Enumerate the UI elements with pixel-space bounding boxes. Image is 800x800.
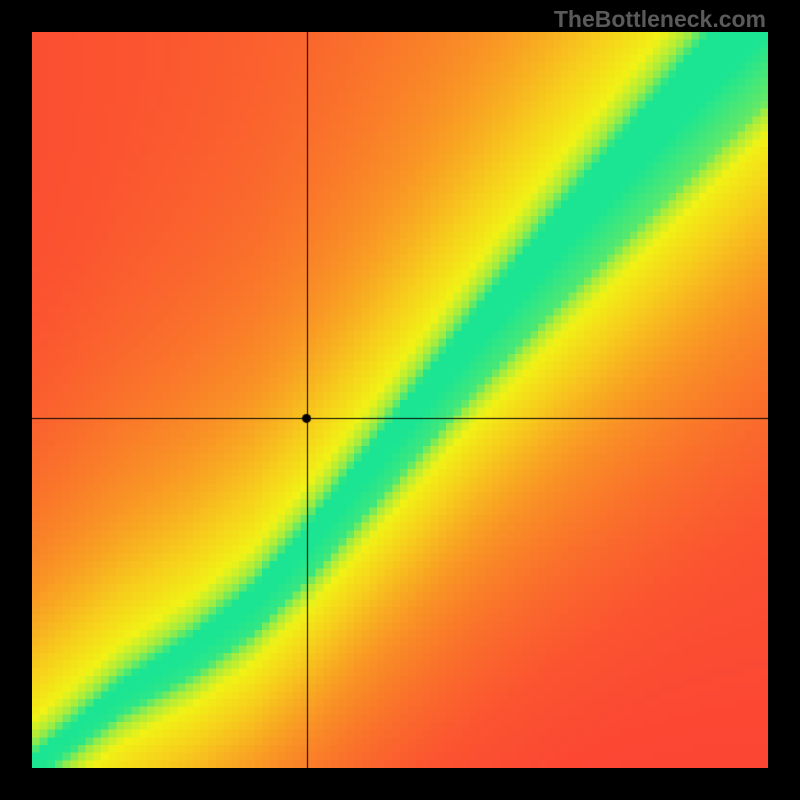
watermark-text: TheBottleneck.com xyxy=(554,6,766,33)
crosshair-overlay xyxy=(32,32,768,768)
chart-stage: TheBottleneck.com xyxy=(0,0,800,800)
